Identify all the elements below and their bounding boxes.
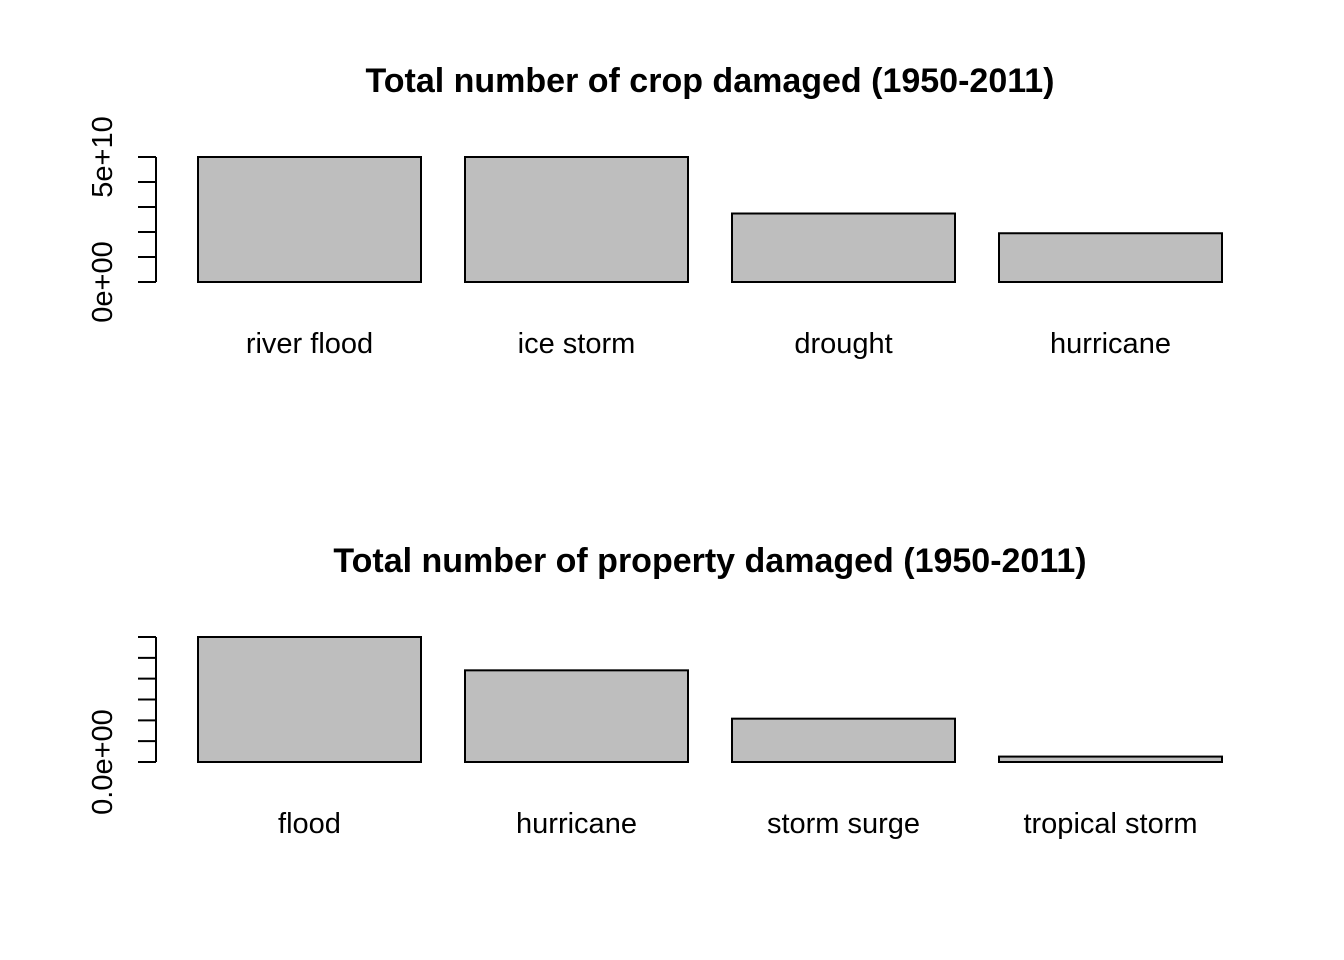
bar-hurricane bbox=[464, 669, 689, 763]
bar-ice-storm bbox=[464, 156, 689, 283]
bar-group bbox=[197, 636, 1223, 764]
y-tick-label: 5e+10 bbox=[87, 116, 119, 197]
category-labels: flood hurricane storm surge tropical storm bbox=[278, 808, 1197, 840]
y-axis: 0.0e+00 bbox=[87, 636, 157, 815]
chart-title: Total number of property damaged (1950-2… bbox=[333, 542, 1086, 580]
bar-storm-surge bbox=[731, 717, 956, 764]
y-tick-label: 0e+00 bbox=[87, 241, 119, 322]
category-label: hurricane bbox=[1050, 328, 1171, 360]
category-label: storm surge bbox=[767, 808, 920, 840]
crop-damage-chart: Total number of crop damaged (1950-2011)… bbox=[87, 62, 1223, 360]
bar-hurricane bbox=[998, 232, 1223, 283]
chart-title: Total number of crop damaged (1950-2011) bbox=[366, 62, 1055, 100]
y-axis: 0e+00 5e+10 bbox=[87, 116, 157, 323]
category-label: flood bbox=[278, 808, 341, 840]
bar-river-flood bbox=[197, 156, 422, 283]
property-damage-chart: Total number of property damaged (1950-2… bbox=[87, 542, 1223, 840]
y-tick-label: 0.0e+00 bbox=[87, 709, 119, 815]
bar-group bbox=[197, 156, 1223, 283]
category-label: river flood bbox=[246, 328, 373, 360]
bar-flood bbox=[197, 636, 422, 763]
bar-drought bbox=[731, 212, 956, 283]
category-label: ice storm bbox=[518, 328, 636, 360]
bar-tropical-storm bbox=[998, 755, 1223, 763]
category-label: tropical storm bbox=[1023, 808, 1197, 840]
category-labels: river flood ice storm drought hurricane bbox=[246, 328, 1171, 360]
category-label: drought bbox=[794, 328, 892, 360]
category-label: hurricane bbox=[516, 808, 637, 840]
